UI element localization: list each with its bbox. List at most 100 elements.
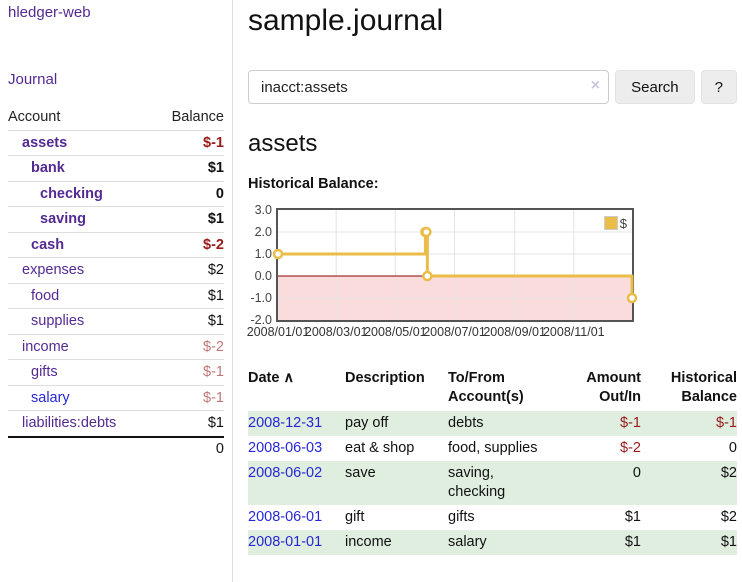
sidebar: hledger-web Journal Account Balance asse… — [0, 0, 233, 582]
x-axis-tick-label: 2008/03/01 — [304, 324, 368, 339]
sidebar-account-link[interactable]: gifts — [31, 364, 58, 380]
account-name-cell: salary — [8, 385, 154, 411]
account-name-cell: income — [8, 334, 154, 360]
account-balance: $1 — [207, 211, 224, 227]
accounts-header-account: Account — [8, 109, 61, 125]
column-header-date: Date ∧ — [248, 366, 345, 411]
transaction-amount: $-1 — [583, 410, 641, 436]
register-header-row: Date ∧ Description To/From Account(s) Am… — [248, 366, 737, 411]
account-balance: $2 — [207, 262, 224, 278]
sidebar-account-link[interactable]: checking — [40, 185, 103, 202]
chart-svg — [272, 209, 638, 320]
sidebar-account-link[interactable]: supplies — [31, 313, 85, 329]
account-balance: $-2 — [203, 236, 224, 253]
account-row: supplies $1 — [8, 308, 224, 335]
sidebar-account-link[interactable]: liabilities:debts — [22, 415, 117, 431]
transaction-date-cell: 2008-06-01 — [248, 505, 345, 530]
register-row: 2008-06-03 eat & shop food, supplies $-2 0 — [248, 436, 737, 461]
account-balance: 0 — [215, 185, 224, 202]
chart-legend: $ — [603, 216, 627, 231]
account-balance: $-2 — [203, 338, 224, 355]
accounts-total-row: 0 — [8, 435, 224, 460]
account-name-cell: gifts — [8, 360, 154, 386]
account-row: salary $-1 — [8, 385, 224, 411]
column-header-amount: Amount Out/In — [586, 369, 641, 405]
sidebar-account-link[interactable]: food — [31, 287, 60, 304]
search-button[interactable]: Search — [615, 70, 695, 104]
help-button[interactable]: ? — [700, 70, 737, 104]
account-balance: $-1 — [203, 134, 224, 151]
transaction-amount: $-2 — [620, 439, 641, 456]
transaction-description: income — [345, 529, 448, 555]
x-axis-tick-label: 2008/01/01 — [246, 324, 310, 339]
sidebar-account-link[interactable]: bank — [31, 160, 65, 176]
account-row: liabilities:debts $1 — [8, 410, 224, 437]
page-title: sample.journal — [248, 4, 444, 37]
sidebar-account-link[interactable]: salary — [31, 389, 70, 406]
transaction-accounts: gifts — [448, 508, 475, 525]
transaction-balance: $-1 — [641, 410, 737, 436]
transaction-accounts: food, supplies — [448, 439, 538, 456]
sidebar-item-journal[interactable]: Journal — [8, 71, 58, 88]
transaction-date-link[interactable]: 2008-12-31 — [248, 414, 323, 431]
account-balance: $-1 — [203, 389, 224, 406]
transaction-accounts: saving, checking — [448, 460, 583, 505]
transaction-date-link[interactable]: 2008-01-01 — [248, 533, 323, 550]
transaction-description: save — [345, 460, 448, 505]
column-header-accounts: To/From Account(s) — [448, 369, 524, 405]
register-row: 2008-12-31 pay off debts $-1 $-1 — [248, 410, 737, 436]
account-name-cell: assets — [8, 130, 154, 156]
y-axis-tick-label: 1.0 — [254, 246, 272, 261]
transaction-accounts: debts — [448, 410, 583, 436]
x-axis-tick-label: 2008/09/01 — [483, 324, 546, 339]
transaction-date-link[interactable]: 2008-06-03 — [248, 439, 323, 456]
transaction-date-cell: 2008-06-02 — [248, 460, 345, 505]
chart-plot-area: $ — [272, 207, 638, 322]
transaction-date-cell: 2008-12-31 — [248, 410, 345, 436]
register-row: 2008-01-01 income salary $1 $1 — [248, 529, 737, 555]
account-balance: $1 — [207, 160, 224, 176]
sidebar-account-link[interactable]: income — [22, 338, 69, 355]
sidebar-account-link[interactable]: expenses — [22, 262, 85, 278]
transaction-date-cell: 2008-01-01 — [248, 529, 345, 555]
column-header-balance: Historical Balance — [670, 369, 737, 405]
account-title: assets — [248, 130, 318, 157]
app-title-link[interactable]: hledger-web — [8, 4, 91, 21]
account-balance: $-1 — [203, 364, 224, 380]
transaction-amount: 0 — [583, 460, 641, 505]
register-row: 2008-06-01 gift gifts $1 $2 — [248, 505, 737, 530]
accounts-table: Account Balance assets $-1 bank $1 checking 0… — [8, 105, 224, 460]
transaction-date-link[interactable]: 2008-06-02 — [248, 464, 323, 481]
transaction-balance: $2 — [720, 508, 737, 525]
accounts-header-balance: Balance — [171, 109, 224, 125]
account-row: cash $-2 — [8, 232, 224, 258]
transaction-balance: $2 — [641, 460, 737, 505]
y-axis-tick-label: 3.0 — [254, 202, 272, 217]
transaction-date-link[interactable]: 2008-06-01 — [248, 508, 323, 525]
transaction-amount: $1 — [624, 508, 641, 525]
account-row: checking 0 — [8, 181, 224, 207]
accounts-total-value: 0 — [153, 435, 224, 460]
account-name-cell: expenses — [8, 258, 154, 284]
register-row: 2008-06-02 save saving, checking 0 $2 — [248, 460, 737, 505]
accounts-total-spacer — [8, 435, 154, 460]
y-axis-tick-label: 0.0 — [254, 268, 272, 283]
account-balance: $1 — [207, 287, 224, 304]
account-name-cell: food — [8, 283, 154, 309]
account-row: gifts $-1 — [8, 359, 224, 386]
y-axis-tick-label: -2.0 — [250, 312, 272, 327]
account-name-cell: supplies — [8, 309, 154, 335]
sidebar-account-link[interactable]: cash — [31, 236, 65, 253]
account-name-cell: cash — [8, 232, 154, 258]
clear-search-icon[interactable]: × — [590, 77, 601, 94]
account-name-cell: liabilities:debts — [8, 411, 154, 437]
sidebar-account-link[interactable]: assets — [22, 134, 68, 151]
accounts-header-row: Account Balance — [8, 105, 224, 130]
account-row: income $-2 — [8, 334, 224, 360]
search-input[interactable] — [248, 70, 610, 104]
sidebar-account-link[interactable]: saving — [40, 211, 86, 227]
x-axis-tick-label: 2008/11/01 — [542, 324, 605, 339]
transaction-balance: 0 — [728, 439, 737, 456]
sort-by-date-link[interactable]: Date ∧ — [248, 370, 294, 386]
search-box: × — [248, 70, 610, 104]
